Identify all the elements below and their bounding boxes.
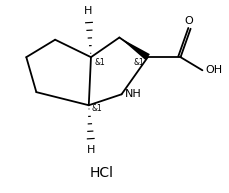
Text: HCl: HCl <box>90 166 113 180</box>
Text: &1: &1 <box>94 58 104 68</box>
Text: OH: OH <box>204 65 222 75</box>
Text: O: O <box>184 16 192 26</box>
Polygon shape <box>119 37 149 60</box>
Text: &1: &1 <box>133 58 144 68</box>
Text: H: H <box>83 6 92 16</box>
Text: NH: NH <box>125 89 141 99</box>
Text: &1: &1 <box>91 104 102 113</box>
Text: H: H <box>86 146 95 155</box>
